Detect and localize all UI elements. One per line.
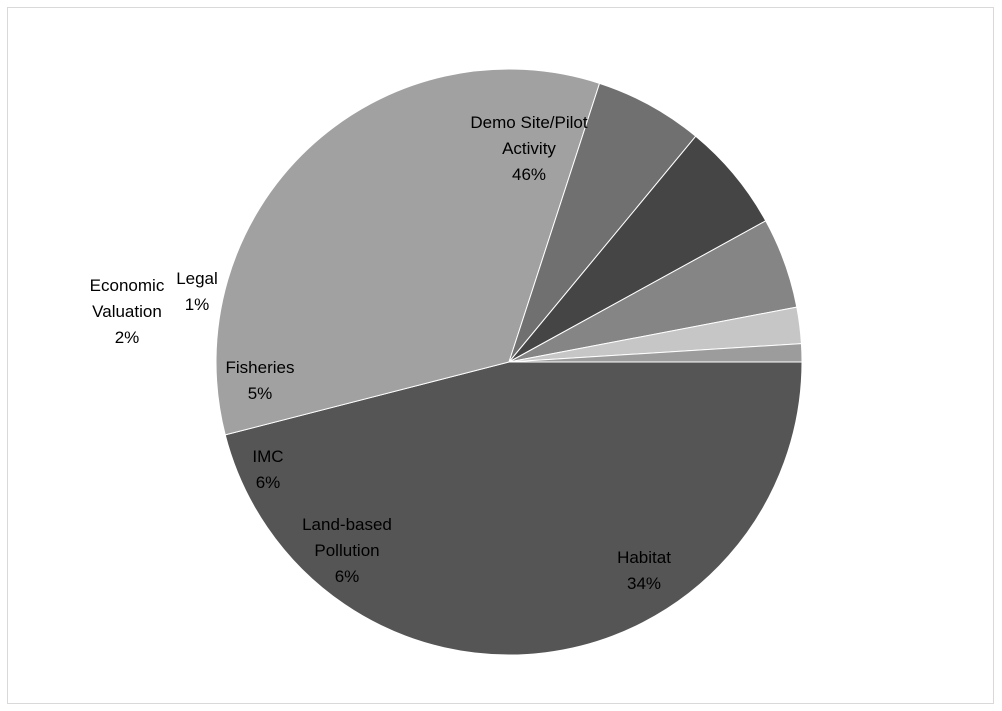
slice-name: Economic [90, 276, 165, 295]
pie-slices [215, 68, 803, 656]
slice-name: Habitat [617, 548, 671, 567]
slice-label: Habitat 34% [617, 548, 671, 593]
slice-percent: 46% [512, 165, 546, 184]
slice-name: Demo Site/Pilot [470, 113, 587, 132]
slice-label: Land-based Pollution 6% [302, 515, 392, 586]
slice-percent: 6% [335, 567, 360, 586]
slice-label: Fisheries 5% [226, 358, 295, 403]
slice-percent: 2% [115, 328, 140, 347]
pie-slice-demo-site-pilot-activity [224, 361, 803, 656]
slice-name: Land-based [302, 515, 392, 534]
pie-slice-legal [508, 343, 803, 363]
slice-name: Valuation [92, 302, 162, 321]
pie-slice-habitat [215, 68, 601, 436]
slice-name: Legal [176, 269, 218, 288]
slice-name: IMC [252, 447, 283, 466]
slice-name: Pollution [314, 541, 379, 560]
slice-label: Demo Site/Pilot Activity 46% [470, 113, 587, 184]
slice-name: Activity [502, 139, 556, 158]
slice-label: IMC 6% [252, 447, 283, 492]
slice-label: Legal 1% [176, 269, 218, 314]
slice-label: Economic Valuation 2% [90, 276, 165, 347]
slice-percent: 6% [256, 473, 281, 492]
slice-percent: 5% [248, 384, 273, 403]
slice-percent: 34% [627, 574, 661, 593]
slice-name: Fisheries [226, 358, 295, 377]
slice-labels: Demo Site/Pilot Activity 46% Habitat 34% Land… [90, 113, 672, 593]
slice-percent: 1% [185, 295, 210, 314]
